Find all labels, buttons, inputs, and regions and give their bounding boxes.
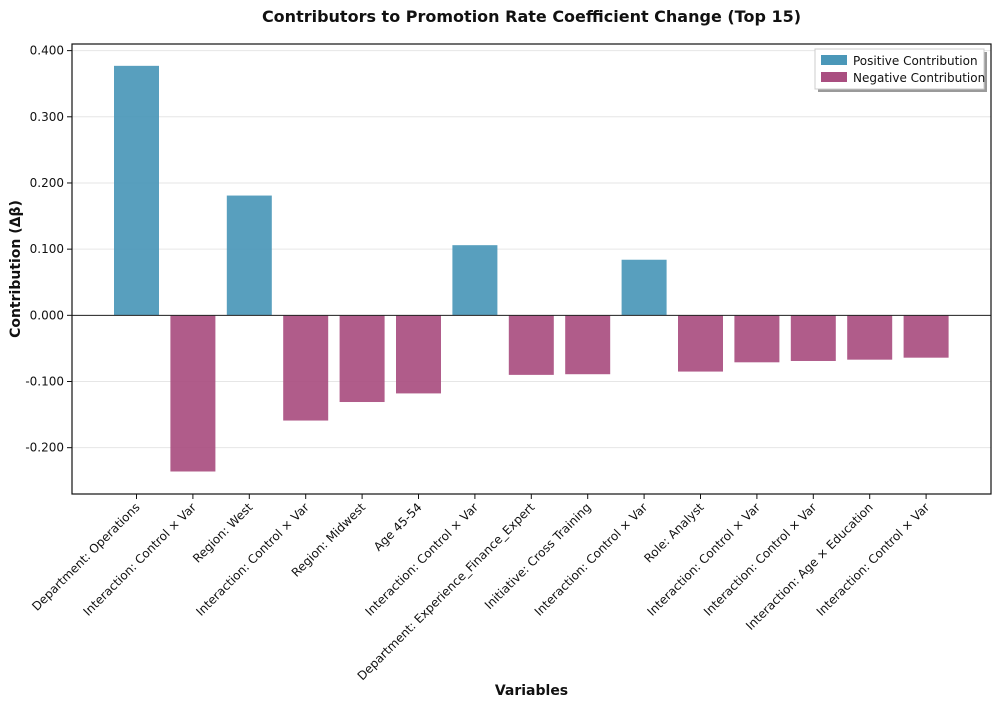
bar-positive <box>114 65 159 316</box>
x-tick-label: Department: Operations <box>29 500 142 613</box>
legend-swatch <box>821 72 847 82</box>
x-tick-label: Interaction: Control × Var <box>81 500 200 619</box>
bar-negative <box>847 315 893 360</box>
bar-positive <box>226 195 272 316</box>
y-axis-label: Contribution (Δβ) <box>8 200 24 338</box>
legend-label: Positive Contribution <box>853 54 978 68</box>
y-tick-label: 0.000 <box>30 308 64 322</box>
bar-layer <box>114 65 949 472</box>
bar-negative <box>508 315 554 375</box>
x-tick-label: Interaction: Control × Var <box>814 500 933 619</box>
bar-negative <box>790 315 836 361</box>
bar-negative <box>903 315 949 358</box>
bar-negative <box>170 315 216 472</box>
legend: Positive Contribution Negative Contributi… <box>814 48 987 92</box>
bar-negative <box>678 315 723 372</box>
bar-negative <box>283 315 329 421</box>
x-axis-label: Variables <box>495 683 568 699</box>
chart-title: Contributors to Promotion Rate Coefficie… <box>262 7 801 26</box>
x-tick-label: Initiative: Cross Training <box>482 500 594 612</box>
x-tick-label: Interaction: Control × Var <box>532 500 651 619</box>
legend-label: Negative Contribution <box>853 71 985 85</box>
bar-negative <box>396 315 441 394</box>
x-tick-label: Interaction: Control × Var <box>363 500 482 619</box>
legend-swatch <box>821 55 847 65</box>
bar-positive <box>621 259 667 316</box>
y-tick-label: -0.100 <box>25 375 64 389</box>
bar-negative <box>734 315 780 363</box>
y-tick-label: -0.200 <box>25 441 64 455</box>
bar-negative <box>339 315 385 403</box>
x-tick-label: Interaction: Control × Var <box>193 500 312 619</box>
x-tick-label: Interaction: Control × Var <box>645 500 764 619</box>
x-tick-label: Age 45-54 <box>371 500 425 554</box>
y-tick-label: 0.300 <box>30 110 64 124</box>
y-tick-label: 0.400 <box>30 44 64 58</box>
bar-negative <box>565 315 611 375</box>
y-tick-label: 0.100 <box>30 242 64 256</box>
x-tick-label: Interaction: Control × Var <box>701 500 820 619</box>
y-tick-label: 0.200 <box>30 176 64 190</box>
bar-positive <box>452 245 498 316</box>
y-axis: -0.200 -0.100 0.000 0.100 0.200 0.300 0.400 <box>25 44 72 455</box>
